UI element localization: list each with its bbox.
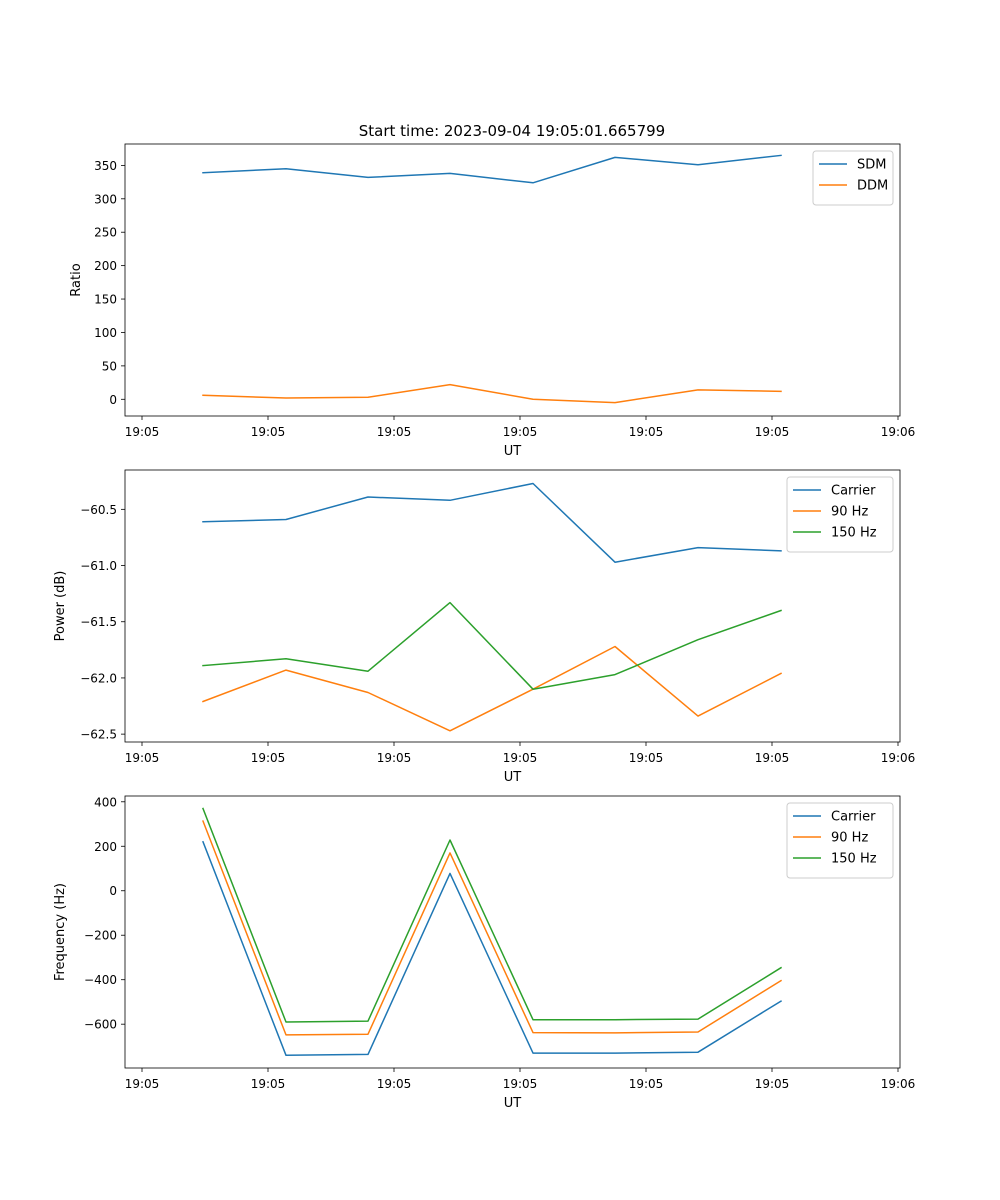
y-tick-label: −61.0 (80, 559, 117, 573)
x-tick-label: 19:05 (503, 751, 538, 765)
axes-frame (124, 795, 901, 1069)
x-tick-label: 19:06 (881, 751, 916, 765)
series-line-1 (202, 154, 782, 184)
figure-title: Start time: 2023-09-04 19:05:01.665799 (359, 122, 665, 140)
y-axis-label: Ratio (69, 263, 84, 296)
x-tick-label: 19:05 (251, 1077, 286, 1091)
legend-label: SDM (857, 158, 886, 173)
subplot-2: 19:05 19:05 19:05 19:05 19:05 19:05 19:06 UT −62… (53, 469, 916, 785)
axes-frame (124, 143, 901, 417)
y-tick-label: 100 (94, 326, 117, 340)
legend-label: 150 Hz (831, 526, 877, 541)
legend-label: DDM (857, 179, 888, 194)
y-tick-label: 0 (109, 884, 117, 898)
y-tick-label: 400 (94, 795, 117, 809)
y-tick-label: 350 (94, 159, 117, 173)
y-tick-label: 300 (94, 192, 117, 206)
x-axis-label: UT (504, 444, 522, 459)
y-axis-label: Frequency (Hz) (53, 883, 68, 981)
series-line-2 (202, 383, 782, 404)
legend: Carrier 90 Hz 150 Hz (786, 476, 894, 553)
x-tick-label: 19:05 (377, 1077, 412, 1091)
legend-frame (786, 802, 894, 879)
y-tick-label: 50 (102, 359, 117, 373)
x-tick-label: 19:05 (251, 425, 286, 439)
y-tick-label: −600 (84, 1018, 117, 1032)
x-tick-label: 19:05 (629, 751, 664, 765)
series-line-2 (202, 820, 783, 1036)
x-axis-label: UT (504, 770, 522, 785)
y-tick-label: 200 (94, 840, 117, 854)
subplot-3: 19:05 19:05 19:05 19:05 19:05 19:05 19:06 UT −60… (53, 795, 915, 1111)
y-axis-label: Power (dB) (53, 571, 68, 642)
y-tick-label: 250 (94, 226, 117, 240)
x-tick-label: 19:05 (755, 751, 790, 765)
legend-label: 90 Hz (831, 831, 868, 846)
y-tick-label: −61.5 (80, 615, 117, 629)
legend-label: 150 Hz (831, 852, 877, 867)
x-tick-label: 19:05 (755, 1077, 790, 1091)
subplot-1: 19:05 19:05 19:05 19:05 19:05 19:05 19:06 UT 0 50… (69, 143, 916, 459)
axes-frame (124, 469, 901, 743)
x-tick-label: 19:05 (125, 1077, 160, 1091)
x-axis-label: UT (504, 1096, 522, 1111)
plots: 19:05 19:05 19:05 19:05 19:05 19:05 19:06 UT 0 50… (53, 143, 916, 1111)
legend-frame (786, 476, 894, 553)
legend-label: 90 Hz (831, 505, 868, 520)
x-tick-label: 19:05 (251, 751, 286, 765)
y-tick-label: −60.5 (80, 503, 117, 517)
x-tick-label: 19:06 (881, 1077, 916, 1091)
series-line-1 (202, 840, 783, 1057)
x-tick-label: 19:05 (377, 425, 412, 439)
y-tick-label: −200 (84, 929, 117, 943)
legend: SDM DDM (812, 150, 894, 206)
y-tick-label: −62.0 (80, 671, 117, 685)
x-tick-label: 19:05 (125, 425, 160, 439)
x-tick-label: 19:06 (881, 425, 916, 439)
x-tick-label: 19:05 (755, 425, 790, 439)
x-tick-label: 19:05 (629, 1077, 664, 1091)
x-tick-label: 19:05 (503, 425, 538, 439)
y-tick-label: −400 (84, 973, 117, 987)
legend-label: Carrier (831, 810, 876, 825)
x-tick-label: 19:05 (503, 1077, 538, 1091)
y-tick-label: −62.5 (80, 728, 117, 742)
series-line-3 (202, 601, 782, 690)
y-tick-label: 0 (109, 393, 117, 407)
x-tick-label: 19:05 (125, 751, 160, 765)
legend-label: Carrier (831, 484, 876, 499)
series-line-3 (202, 807, 783, 1023)
series-line-1 (202, 482, 782, 563)
y-tick-label: 150 (94, 293, 117, 307)
y-tick-label: 200 (94, 259, 117, 273)
legend: Carrier 90 Hz 150 Hz (786, 802, 894, 879)
x-tick-label: 19:05 (377, 751, 412, 765)
series-line-2 (202, 645, 783, 732)
x-tick-label: 19:05 (629, 425, 664, 439)
